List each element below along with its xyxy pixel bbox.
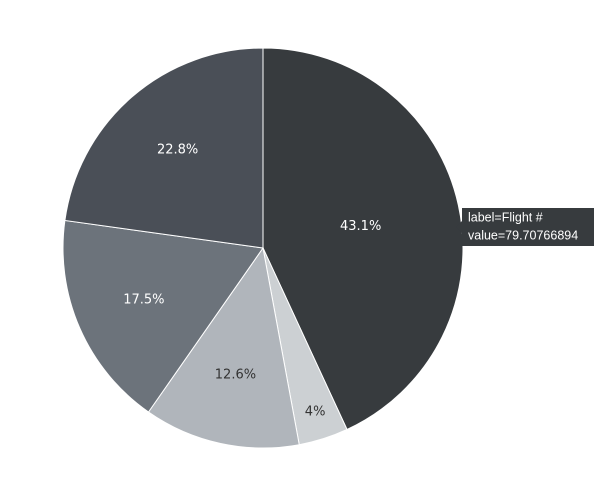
tooltip-value: value=79.70766894	[468, 228, 578, 242]
pie-slice	[147, 246, 300, 449]
data-label: 12.6%	[215, 368, 256, 383]
pie-slice	[62, 219, 264, 413]
data-label: 17.5%	[123, 293, 164, 308]
tooltip-box	[462, 208, 594, 246]
data-label: 4%	[305, 404, 326, 419]
tooltip-label: label=Flight #	[468, 210, 543, 224]
pie-slice	[262, 47, 464, 431]
pie: 43.1% 4% 12.6% 17.5% 22.8%	[62, 47, 464, 449]
tooltip: label=Flight # value=79.70766894	[456, 208, 594, 246]
data-label: 22.8%	[157, 142, 198, 157]
data-label: 43.1%	[340, 219, 381, 234]
tooltip-pointer	[456, 221, 462, 233]
pie-slice	[64, 47, 264, 249]
